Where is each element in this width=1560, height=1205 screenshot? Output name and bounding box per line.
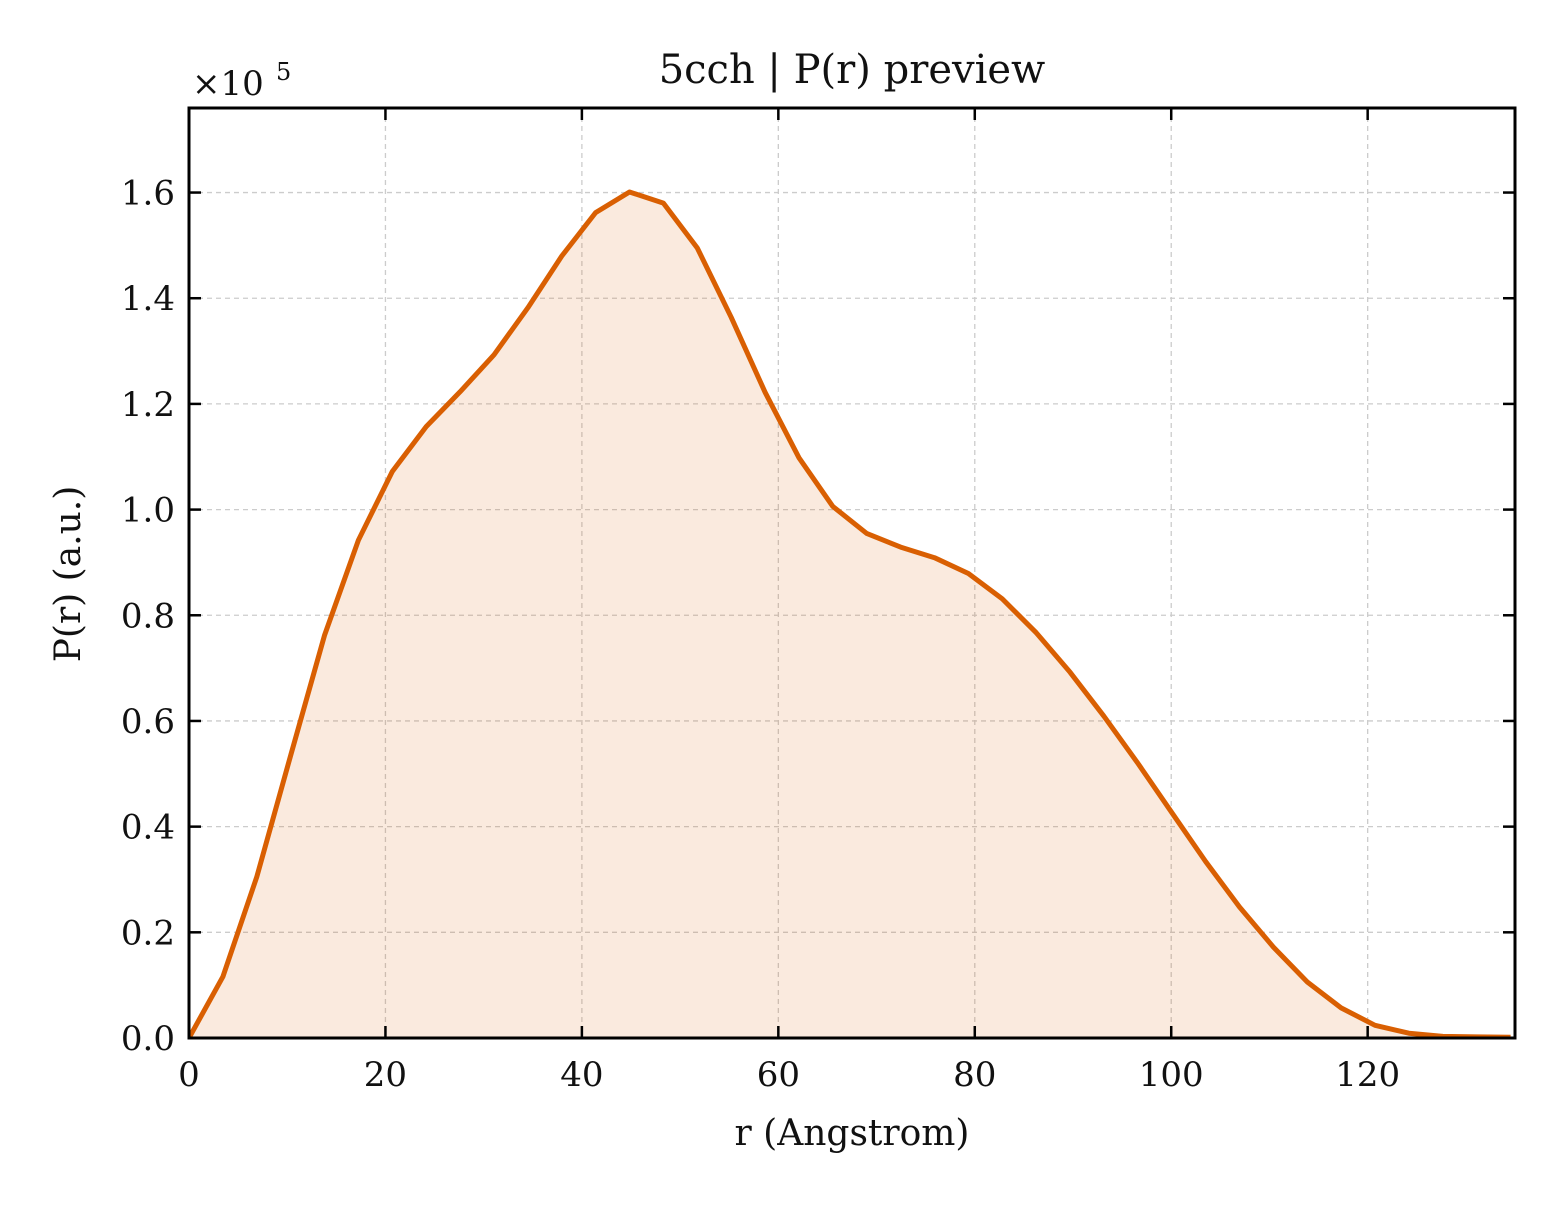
y-tick-label: 0.2 — [121, 913, 175, 953]
y-tick-label: 0.0 — [121, 1019, 175, 1059]
x-tick-label: 0 — [178, 1055, 200, 1095]
y-tick-label: 1.0 — [121, 491, 175, 531]
grid-lines — [189, 108, 1515, 1038]
y-tick-label: 1.2 — [121, 385, 175, 425]
y-tick-label: 0.4 — [121, 808, 175, 848]
x-tick-label: 80 — [953, 1055, 996, 1095]
y-tick-label: 0.6 — [121, 702, 175, 742]
pr-area-fill — [189, 192, 1511, 1038]
x-tick-label: 40 — [560, 1055, 603, 1095]
x-tick-label: 120 — [1335, 1055, 1400, 1095]
chart-title: 5cch | P(r) preview — [659, 47, 1046, 93]
y-tick-label: 0.8 — [121, 596, 175, 636]
y-axis-label: P(r) (a.u.) — [48, 486, 89, 663]
x-axis-label: r (Angstrom) — [735, 1113, 970, 1154]
x-tick-label: 60 — [757, 1055, 800, 1095]
y-scale-multiplier: ×10 5 — [192, 58, 291, 104]
x-tick-label: 100 — [1139, 1055, 1204, 1095]
area-layer — [189, 189, 1511, 1038]
y-scale-exponent: 5 — [276, 58, 291, 86]
axis-ticks: 0 20 40 60 80 100 120 0.0 0.2 0.4 0.6 0.8 1.0 1.2 1.4 1… — [121, 108, 1515, 1095]
y-scale-base: ×10 — [192, 64, 264, 104]
axes-frame — [187, 106, 1517, 1040]
y-tick-label: 1.4 — [121, 279, 175, 319]
y-tick-label: 1.6 — [121, 174, 175, 214]
plot-frame — [187, 106, 1517, 1040]
pr-curve — [189, 189, 1511, 1038]
x-tick-label: 20 — [364, 1055, 407, 1095]
